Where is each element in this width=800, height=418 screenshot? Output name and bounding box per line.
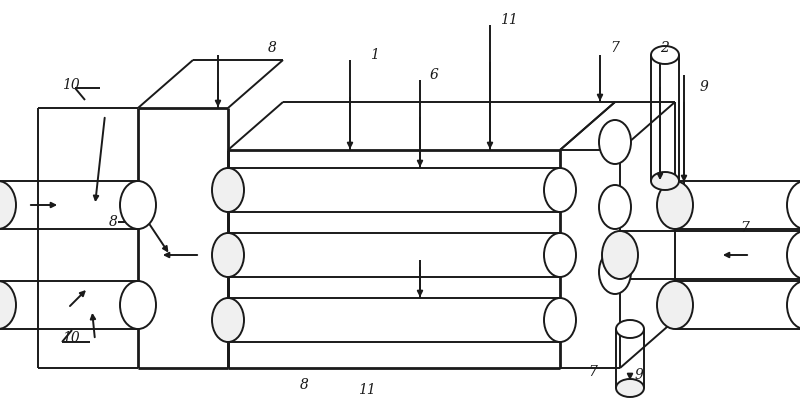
Ellipse shape: [212, 233, 244, 277]
Ellipse shape: [616, 379, 644, 397]
Text: 8: 8: [268, 41, 277, 55]
Ellipse shape: [651, 172, 679, 190]
Ellipse shape: [0, 181, 16, 229]
Ellipse shape: [120, 181, 156, 229]
Ellipse shape: [599, 185, 631, 229]
Text: 7: 7: [610, 41, 619, 55]
Ellipse shape: [544, 168, 576, 212]
Ellipse shape: [212, 298, 244, 342]
Text: 1: 1: [370, 48, 379, 62]
Text: 8: 8: [300, 378, 309, 392]
Text: 9: 9: [700, 80, 709, 94]
Ellipse shape: [787, 281, 800, 329]
Ellipse shape: [787, 231, 800, 279]
Ellipse shape: [544, 233, 576, 277]
Text: 6: 6: [430, 68, 439, 82]
Text: 2: 2: [660, 41, 669, 55]
Text: 9: 9: [635, 368, 644, 382]
Text: 11: 11: [358, 383, 376, 397]
Ellipse shape: [599, 250, 631, 294]
Ellipse shape: [602, 231, 638, 279]
Ellipse shape: [0, 281, 16, 329]
Text: 8: 8: [109, 215, 118, 229]
Text: 7: 7: [588, 365, 597, 379]
Text: 11: 11: [500, 13, 518, 27]
Text: 10: 10: [62, 78, 80, 92]
Ellipse shape: [657, 281, 693, 329]
Ellipse shape: [544, 298, 576, 342]
Ellipse shape: [120, 281, 156, 329]
Text: 7: 7: [740, 221, 749, 235]
Ellipse shape: [787, 181, 800, 229]
Ellipse shape: [212, 168, 244, 212]
Ellipse shape: [657, 181, 693, 229]
Text: 10: 10: [62, 331, 80, 345]
Ellipse shape: [651, 46, 679, 64]
Ellipse shape: [599, 120, 631, 164]
Ellipse shape: [616, 320, 644, 338]
